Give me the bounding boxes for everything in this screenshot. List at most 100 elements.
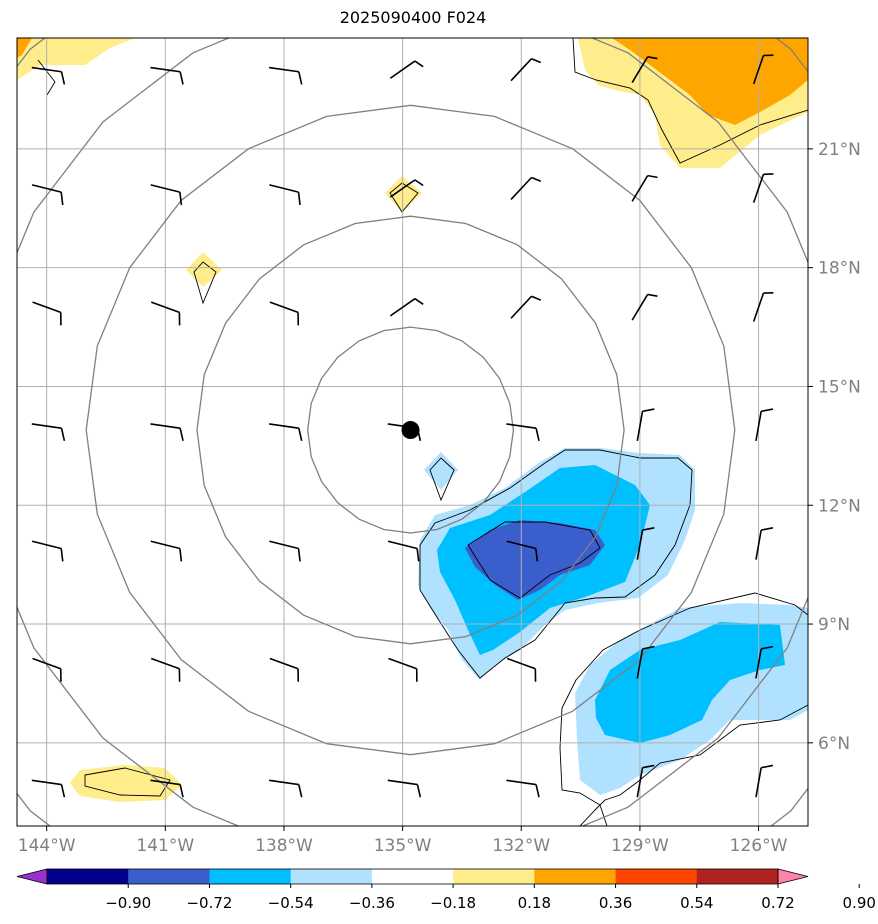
wind-barb-icon [510, 57, 542, 82]
colorbar-segment [209, 869, 292, 884]
wind-barb-icon [32, 657, 62, 682]
y-tick-label: 12°N [818, 496, 861, 516]
wind-barb-icon [268, 779, 303, 798]
contour-line [467, 521, 601, 599]
wind-barb-icon [755, 645, 774, 679]
wind-barb-icon [636, 764, 655, 798]
colorbar-segment [290, 869, 373, 884]
colorbar-tick-label: −0.54 [268, 894, 314, 912]
colorbar-segment [696, 869, 779, 884]
wind-barb-icon [150, 779, 184, 798]
colorbar-tick-label: 0.54 [680, 894, 713, 912]
x-tick-label: 138°W [255, 836, 313, 856]
wind-barb-icon [506, 657, 537, 682]
range-ring [85, 104, 736, 756]
wind-barb-icon [150, 540, 183, 562]
wind-barb-icon [636, 645, 655, 679]
colorbar-segment [615, 869, 698, 884]
range-ring [17, 38, 808, 826]
wind-barb-icon [636, 408, 655, 441]
colorbar-extend-high [777, 868, 809, 885]
wind-barb-icon [755, 527, 774, 560]
wind-barb-icon [269, 540, 301, 562]
wind-barb-icon [269, 657, 300, 682]
wind-barbs [31, 54, 774, 798]
wind-barb-icon [506, 423, 540, 442]
positive-anomaly-area [186, 252, 222, 287]
colorbar-tick-label: −0.18 [430, 894, 476, 912]
contour-line [572, 38, 808, 164]
x-tick-label: 126°W [730, 836, 788, 856]
colorbar-tick-label: −0.72 [186, 894, 232, 912]
wind-barb-icon [31, 184, 64, 206]
wind-barb-icon [510, 295, 542, 319]
colorbar-segment [128, 869, 210, 884]
colorbar-segment [47, 869, 129, 884]
wind-barb-icon [389, 60, 424, 79]
wind-barb-icon [31, 66, 66, 85]
wind-barb-icon [631, 56, 658, 83]
contour-line [389, 182, 419, 213]
wind-barb-icon [150, 423, 184, 442]
wind-barb-icon [388, 657, 418, 682]
wind-barb-icon [387, 779, 422, 798]
range-ring [196, 215, 625, 645]
colorbar-tick-label: 0.90 [843, 894, 876, 912]
colorbar-tick-label: −0.36 [349, 894, 395, 912]
contour-lines [37, 38, 808, 826]
map-title: 2025090400 F024 [339, 8, 487, 27]
contour-line [419, 449, 693, 679]
y-tick-label: 18°N [818, 259, 861, 279]
positive-anomaly-area [17, 38, 135, 80]
x-tick-label: 129°W [611, 836, 669, 856]
negative-anomaly-area [465, 520, 605, 600]
wind-barb-icon [752, 291, 774, 322]
wind-barb-icon [389, 298, 424, 317]
contour-line [579, 704, 808, 826]
wind-barb-icon [387, 540, 420, 562]
x-tick-label: 132°W [492, 836, 550, 856]
shaded-field-layer [17, 38, 808, 802]
wind-barb-icon [268, 66, 303, 85]
colorbar-frame [46, 868, 779, 885]
wind-barb-icon [389, 179, 424, 198]
x-axis: 144°W 141°W 138°W 135°W 132°W 129°W 126°W [18, 826, 788, 856]
wind-barb-icon [268, 423, 303, 442]
x-tick-label: 144°W [18, 836, 76, 856]
wind-barb-icon [31, 540, 64, 562]
wind-barb-icon [631, 293, 658, 321]
wind-barb-icon [506, 779, 540, 798]
wind-barb-icon [150, 657, 181, 682]
negative-anomaly-area [424, 452, 458, 490]
wind-barb-icon [752, 173, 774, 203]
wind-barb-icon [510, 176, 542, 200]
y-axis: 6°N 9°N 12°N 15°N 18°N 21°N [808, 140, 861, 754]
colorbar-segment [453, 869, 535, 884]
y-tick-label: 21°N [818, 140, 861, 160]
colorbar-tick-label: 0.18 [518, 894, 551, 912]
storm-center-marker [401, 421, 420, 440]
wind-barb-icon [32, 301, 62, 326]
contour-line [559, 592, 808, 826]
colorbar-segment [371, 869, 454, 884]
plot-frame [16, 37, 809, 827]
colorbar-tick-label: 0.36 [599, 894, 632, 912]
x-tick-label: 141°W [136, 836, 194, 856]
contour-line [84, 767, 171, 797]
wind-barb-icon [636, 527, 655, 560]
wind-barb-icon [150, 184, 183, 206]
wind-barb-icon [150, 301, 181, 326]
y-tick-label: 6°N [818, 734, 850, 754]
colorbar-segment [534, 869, 617, 884]
wind-barb-icon [31, 779, 66, 798]
contour-line [37, 59, 56, 96]
positive-anomaly-area [385, 176, 422, 212]
y-tick-label: 9°N [818, 615, 850, 635]
wind-barb-icon [269, 301, 300, 326]
wind-barb-icon [755, 764, 774, 798]
colorbar-tick-label: 0.72 [761, 894, 794, 912]
y-tick-label: 15°N [818, 377, 861, 397]
